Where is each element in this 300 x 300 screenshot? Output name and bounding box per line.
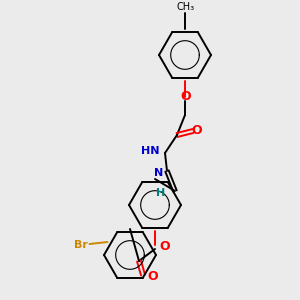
Text: H: H: [156, 188, 165, 198]
Text: O: O: [159, 241, 169, 254]
Text: Br: Br: [74, 240, 88, 250]
Text: CH₃: CH₃: [177, 2, 195, 12]
Text: O: O: [192, 124, 202, 137]
Text: O: O: [181, 89, 191, 103]
Text: HN: HN: [142, 146, 160, 156]
Text: N: N: [154, 168, 163, 178]
Text: O: O: [147, 271, 158, 284]
